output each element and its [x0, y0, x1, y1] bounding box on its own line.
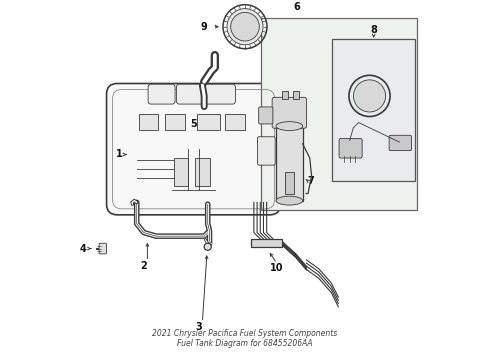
Circle shape	[204, 243, 211, 250]
FancyBboxPatch shape	[148, 84, 175, 104]
Bar	[196, 158, 210, 186]
Text: 8: 8	[370, 25, 377, 35]
Circle shape	[353, 80, 386, 112]
Text: 1: 1	[116, 149, 122, 159]
FancyBboxPatch shape	[389, 135, 412, 150]
Text: 2021 Chrysler Pacifica Fuel System Components
Fuel Tank Diagram for 68455206AA: 2021 Chrysler Pacifica Fuel System Compo…	[152, 329, 338, 348]
FancyBboxPatch shape	[99, 243, 106, 254]
Bar	[251, 239, 282, 247]
Text: 3: 3	[196, 322, 202, 332]
Ellipse shape	[276, 122, 303, 131]
Text: 4: 4	[80, 244, 87, 253]
Circle shape	[227, 9, 263, 45]
Bar	[282, 91, 288, 99]
FancyBboxPatch shape	[176, 84, 203, 104]
Text: 10: 10	[270, 263, 284, 273]
FancyBboxPatch shape	[205, 84, 235, 104]
Text: 7: 7	[307, 176, 314, 186]
FancyBboxPatch shape	[257, 137, 275, 165]
Bar	[139, 114, 158, 130]
Bar	[174, 158, 188, 186]
Bar	[332, 39, 416, 181]
FancyBboxPatch shape	[259, 107, 273, 124]
Bar	[293, 91, 299, 99]
Bar	[285, 172, 294, 194]
Bar	[165, 114, 185, 130]
Bar	[276, 126, 303, 201]
FancyBboxPatch shape	[106, 84, 280, 215]
FancyBboxPatch shape	[272, 97, 307, 128]
FancyBboxPatch shape	[339, 139, 362, 158]
Circle shape	[231, 12, 259, 41]
Text: 5: 5	[190, 119, 197, 129]
Text: 9: 9	[200, 22, 207, 32]
Text: 6: 6	[293, 2, 300, 12]
Ellipse shape	[276, 196, 303, 205]
Bar	[197, 114, 220, 130]
Bar	[261, 18, 417, 210]
Bar	[225, 114, 245, 130]
Text: 2: 2	[141, 261, 147, 271]
